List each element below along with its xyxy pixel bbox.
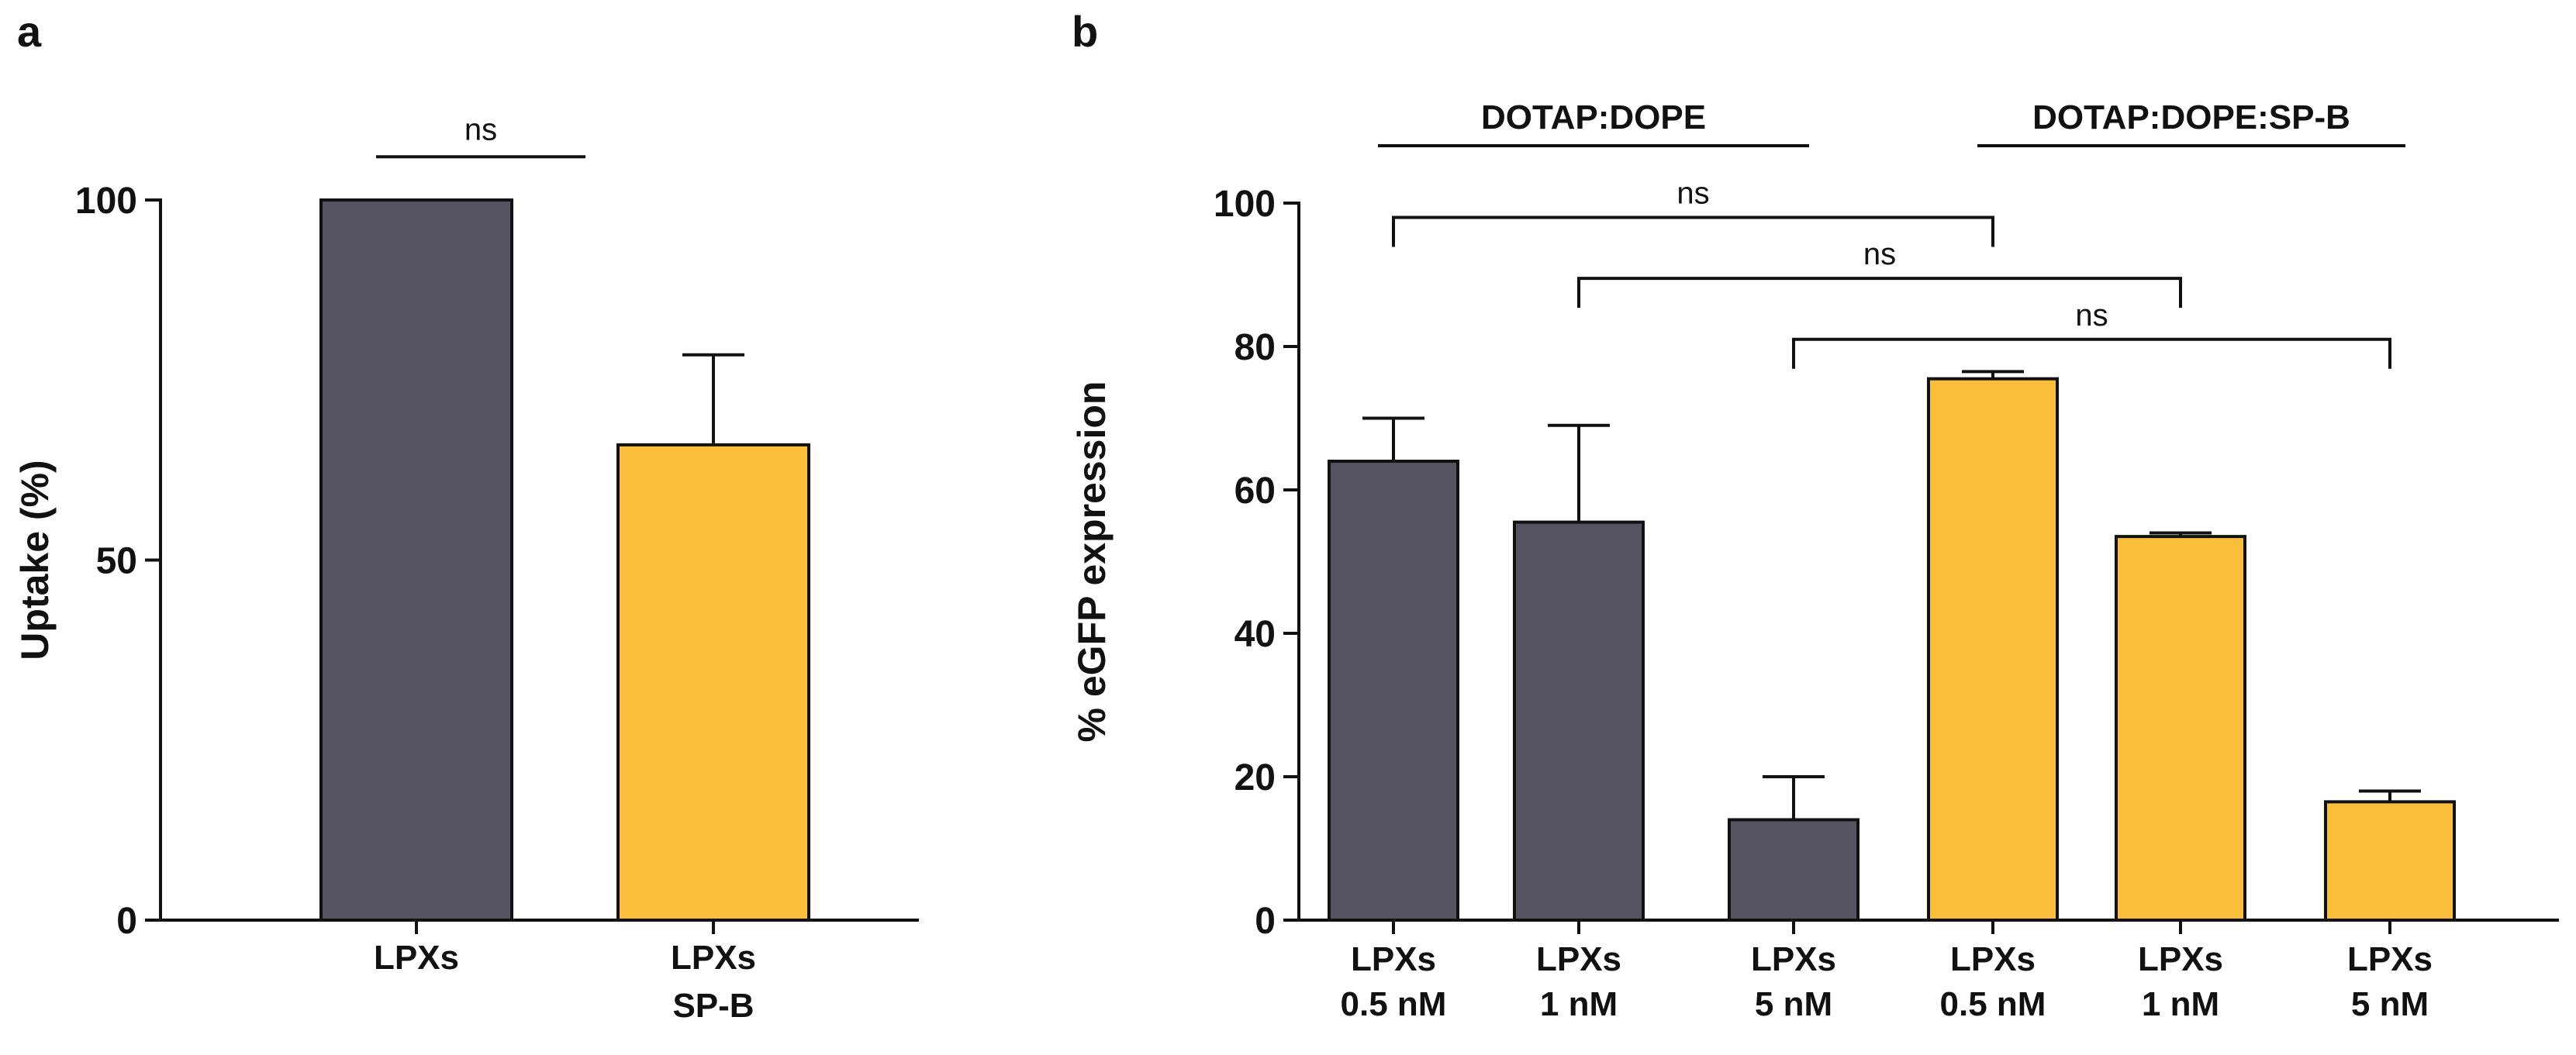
y-tick-label-b-0: 0: [1255, 901, 1276, 942]
x-tick-label-b-1-1: 1 nM: [1540, 985, 1618, 1023]
x-tick-label-b-1-0: LPXs: [1536, 940, 1621, 978]
x-tick-label-b-3-0: LPXs: [1950, 940, 2036, 978]
x-tick-label-b-0-0: LPXs: [1351, 940, 1436, 978]
sig-label-b-0: ns: [1676, 177, 1709, 211]
x-tick-label-a-1-0: LPXs: [671, 939, 756, 977]
x-tick-label-b-4-1: 1 nM: [2142, 985, 2219, 1023]
bar-b-4: [2115, 535, 2246, 922]
y-tick-label-b-4: 80: [1234, 327, 1276, 368]
x-tick-label-b-5-1: 5 nM: [2351, 985, 2429, 1023]
bar-a-0: [319, 198, 513, 922]
y-tick-label-a-1: 50: [96, 541, 137, 582]
bar-b-2: [1728, 818, 1859, 922]
bar-b-5: [2324, 800, 2456, 922]
sig-bracket-b-2: [1792, 337, 2391, 369]
sig-label-b-2: ns: [2075, 298, 2108, 333]
bar-b-3: [1927, 377, 2059, 922]
x-tick-label-a-1-1: SP-B: [672, 987, 754, 1025]
x-tick-label-a-0-0: LPXs: [374, 939, 459, 977]
y-axis-title-b: % eGFP expression: [1070, 381, 1114, 743]
sig-label-a-0: ns: [464, 112, 497, 147]
sig-bracket-b-1: [1577, 277, 2182, 309]
x-tick-label-b-4-0: LPXs: [2138, 940, 2223, 978]
y-tick-label-b-3: 60: [1234, 471, 1276, 512]
x-tick-label-b-5-0: LPXs: [2347, 940, 2433, 978]
bar-b-0: [1328, 460, 1459, 922]
y-tick-label-b-1: 20: [1234, 757, 1276, 798]
bar-a-1: [616, 443, 810, 922]
y-tick-label-a-2: 100: [75, 181, 137, 222]
x-tick-label-b-0-1: 0.5 nM: [1341, 985, 1447, 1023]
sig-bracket-b-0: [1392, 215, 1994, 247]
x-tick-label-b-2-0: LPXs: [1751, 940, 1836, 978]
x-tick-label-b-2-1: 5 nM: [1755, 985, 1832, 1023]
panel-label-a: a: [17, 7, 42, 56]
panel-label-b: b: [1072, 7, 1098, 56]
y-axis-title-a: Uptake (%): [13, 460, 57, 660]
bar-b-1: [1513, 520, 1645, 922]
sig-label-b-1: ns: [1863, 237, 1896, 271]
group-label-b-1: DOTAP:DOPE:SP-B: [2032, 98, 2350, 136]
group-label-b-0: DOTAP:DOPE: [1481, 98, 1706, 136]
y-tick-label-a-0: 0: [116, 901, 137, 942]
y-tick-label-b-5: 100: [1214, 184, 1276, 225]
x-tick-label-b-3-1: 0.5 nM: [1940, 985, 2046, 1023]
y-tick-label-b-2: 40: [1234, 614, 1276, 655]
